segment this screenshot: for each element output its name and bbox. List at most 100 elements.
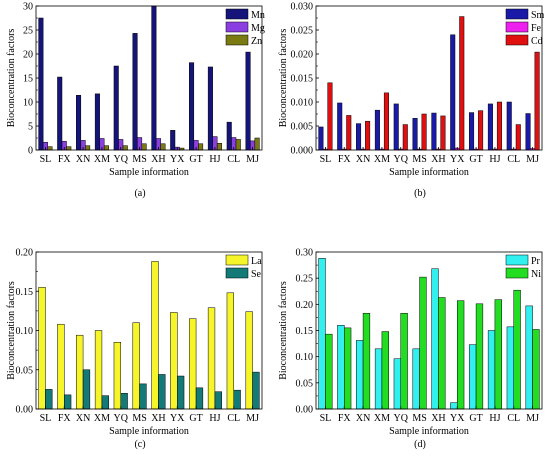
legend-label-Mn: Mn (251, 10, 265, 21)
y-tick-label: 30 (23, 2, 33, 13)
x-tick-label: XN (76, 154, 90, 165)
y-tick-label: 0.000 (291, 146, 314, 157)
x-tick-label: YX (450, 154, 465, 165)
bar-Se-FX (64, 394, 72, 410)
bar-Mn-YQ (113, 65, 119, 151)
x-tick-label: YX (170, 154, 185, 165)
bar-Ni-GT (475, 303, 484, 410)
x-tick-label: YQ (114, 413, 129, 424)
bar-Se-XM (101, 395, 109, 410)
bar-Sm-XM (374, 109, 380, 151)
x-tick-label: YX (450, 413, 465, 424)
bar-La-XM (94, 330, 103, 410)
bar-Mn-HJ (207, 66, 213, 151)
bar-Cd-YQ (402, 124, 408, 151)
bar-Cd-SL (327, 82, 333, 151)
y-tick-label: 0.20 (296, 300, 314, 311)
bar-Zn-XM (103, 145, 109, 151)
x-tick-label: YQ (394, 413, 409, 424)
bar-Mn-SL (38, 17, 44, 151)
x-tick-label: XN (76, 413, 90, 424)
legend-swatch-Fe (505, 21, 529, 33)
legend-swatch-Mg (225, 21, 249, 33)
x-tick-label: CL (227, 154, 240, 165)
y-tick-label: 0.10 (296, 352, 314, 363)
x-tick-label: FX (58, 154, 72, 165)
bar-Se-YQ (120, 393, 128, 410)
legend-label-Pr: Pr (531, 256, 541, 267)
x-tick-label: SL (40, 154, 52, 165)
y-tick-label: 0 (28, 146, 33, 157)
x-tick-label: MS (132, 154, 146, 165)
x-tick-label: SL (320, 413, 332, 424)
bar-Zn-FX (66, 146, 72, 151)
y-tick-label: 0.015 (291, 74, 314, 85)
legend-swatch-Cd (505, 34, 529, 46)
bar-Zn-GT (198, 143, 204, 151)
legend-label-La: La (251, 256, 262, 267)
bar-Mn-XH (151, 5, 157, 151)
bar-Zn-XH (160, 143, 166, 151)
panel-caption: (d) (414, 439, 426, 450)
legend-label-Ni: Ni (531, 269, 541, 280)
bar-Sm-SL (318, 126, 324, 151)
bar-La-XH (151, 261, 159, 410)
x-tick-label: XN (356, 413, 370, 424)
bar-Ni-XH (438, 297, 446, 410)
y-axis-label: Bioconcentration factors (6, 29, 17, 128)
x-tick-label: SL (40, 413, 52, 424)
x-tick-label: HJ (489, 413, 500, 424)
legend-swatch-Zn (225, 34, 249, 46)
bar-Pr-XH (431, 268, 439, 410)
x-tick-label: YQ (394, 154, 409, 165)
bar-Ni-HJ (494, 299, 502, 410)
bar-Zn-SL (47, 146, 53, 151)
bar-Pr-FX (337, 325, 345, 410)
bar-Sm-FX (337, 102, 343, 151)
legend-label-Sm: Sm (531, 10, 545, 21)
x-tick-label: GT (469, 154, 482, 165)
legend-label-Cd: Cd (531, 36, 543, 47)
x-axis-label: Sample information (389, 167, 469, 178)
bar-Se-XN (82, 369, 91, 410)
bar-Zn-CL (235, 139, 241, 151)
legend-swatch-Pr (505, 254, 529, 266)
bar-Pr-YX (450, 402, 458, 410)
x-tick-label: GT (189, 413, 202, 424)
y-axis-label: Bioconcentration factors (6, 281, 17, 380)
bar-Sm-HJ (487, 103, 493, 151)
bar-Pr-MJ (525, 305, 533, 410)
bar-Pr-XN (356, 340, 364, 410)
legend-swatch-Mn (225, 8, 249, 20)
bar-Se-SL (45, 389, 53, 410)
x-tick-label: MJ (526, 154, 539, 165)
y-tick-label: 0.030 (291, 2, 314, 13)
bar-Mn-MJ (245, 51, 251, 151)
y-tick-label: 0.00 (16, 405, 34, 416)
x-tick-label: XH (151, 413, 165, 424)
chart-panel-1: 0 5 10 15 20 25 30 SL FX XN XM YQ MS XH YX GT HJ CL MJ Samp… (6, 2, 265, 200)
y-tick-label: 0.025 (291, 26, 314, 37)
x-tick-label: SL (320, 154, 332, 165)
bar-La-YX (170, 312, 178, 410)
bar-Zn-XN (85, 145, 91, 151)
bar-Pr-XM (374, 348, 383, 410)
x-tick-label: XH (431, 154, 445, 165)
bar-Sm-MS (412, 118, 418, 151)
panel-caption: (a) (134, 188, 145, 199)
bar-Ni-YX (457, 300, 465, 410)
y-tick-label: 10 (23, 98, 33, 109)
bar-La-CL (226, 292, 235, 410)
y-tick-label: 0.10 (16, 326, 34, 337)
bar-Cd-YX (459, 16, 465, 151)
bar-Ni-CL (513, 289, 521, 410)
x-tick-label: MJ (246, 154, 259, 165)
x-tick-label: CL (507, 413, 520, 424)
y-tick-label: 20 (23, 50, 33, 61)
x-tick-label: MS (412, 154, 426, 165)
legend-swatch-Sm (505, 8, 529, 20)
panel-caption: (b) (414, 188, 426, 199)
x-tick-label: XM (94, 413, 110, 424)
bar-Mn-CL (226, 121, 232, 151)
